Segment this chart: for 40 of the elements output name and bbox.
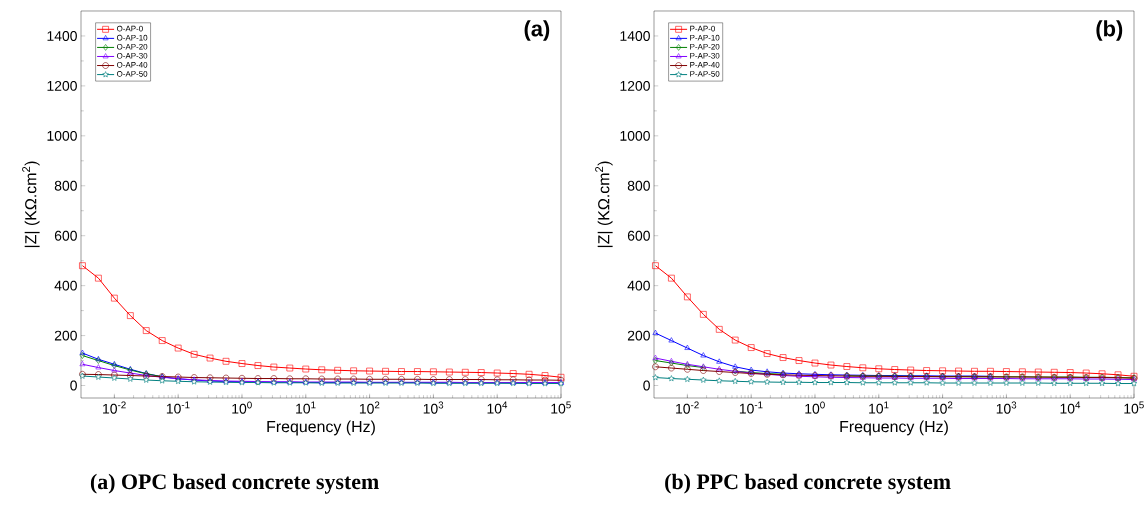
x-tick-label: 10$^{-2}$ — [676, 401, 699, 414]
text: (b) PPC based concrete system — [665, 473, 951, 494]
y-tick-label: 200 — [627, 330, 650, 341]
y-tick-label: 1000 — [620, 130, 650, 141]
x-tick-label: 10$^{-1}$ — [166, 401, 190, 414]
x-tick-label: 10$^{-1}$ — [739, 401, 763, 414]
x-axis-title: Frequency (Hz) — [267, 420, 375, 436]
x-tick-label: 10$^{4}$ — [487, 401, 508, 414]
y-tick-label: 800 — [54, 180, 77, 191]
x-tick-label: 10$^{3}$ — [996, 401, 1017, 414]
x-tick-label: 10$^{2}$ — [359, 401, 380, 414]
y-axis-title: |Z| (KΩ.cm$^{2}$) — [595, 161, 613, 248]
x-tick-label: 10$^{1}$ — [869, 401, 889, 414]
x-axis-title: Frequency (Hz) — [840, 420, 948, 436]
x-tick-label: 10$^{1}$ — [296, 401, 316, 414]
y-tick-label: 200 — [54, 330, 77, 341]
x-tick-label: 10$^{0}$ — [232, 401, 252, 414]
y-tick-label: 600 — [54, 230, 77, 241]
x-tick-label: 10$^{5}$ — [1124, 401, 1144, 414]
y-tick-label: 1200 — [620, 80, 650, 91]
y-tick-label: 400 — [627, 280, 650, 291]
y-tick-label: 800 — [627, 180, 650, 191]
y-tick-label: 1400 — [47, 31, 77, 41]
x-tick-label: 10$^{-2}$ — [103, 401, 126, 414]
y-tick-label: 600 — [627, 230, 650, 241]
x-tick-label: 10$^{4}$ — [1060, 401, 1081, 414]
text: (a) OPC based concrete system — [90, 473, 379, 494]
y-axis-title: |Z| (KΩ.cm$^{2}$) — [22, 161, 40, 248]
y-tick-label: 1000 — [47, 130, 77, 141]
y-tick-label: 1400 — [620, 31, 650, 41]
y-tick-label: 0 — [70, 380, 77, 391]
x-tick-label: 10$^{0}$ — [805, 401, 825, 414]
x-tick-label: 10$^{2}$ — [932, 401, 953, 414]
y-tick-label: 400 — [54, 280, 77, 291]
chart-title: (b) — [1096, 20, 1123, 41]
y-tick-label: 0 — [643, 380, 650, 391]
x-tick-label: 10$^{5}$ — [551, 401, 571, 414]
y-tick-label: 1200 — [47, 80, 77, 91]
x-tick-label: 10$^{3}$ — [423, 401, 444, 414]
chart-title: (a) — [524, 20, 550, 41]
